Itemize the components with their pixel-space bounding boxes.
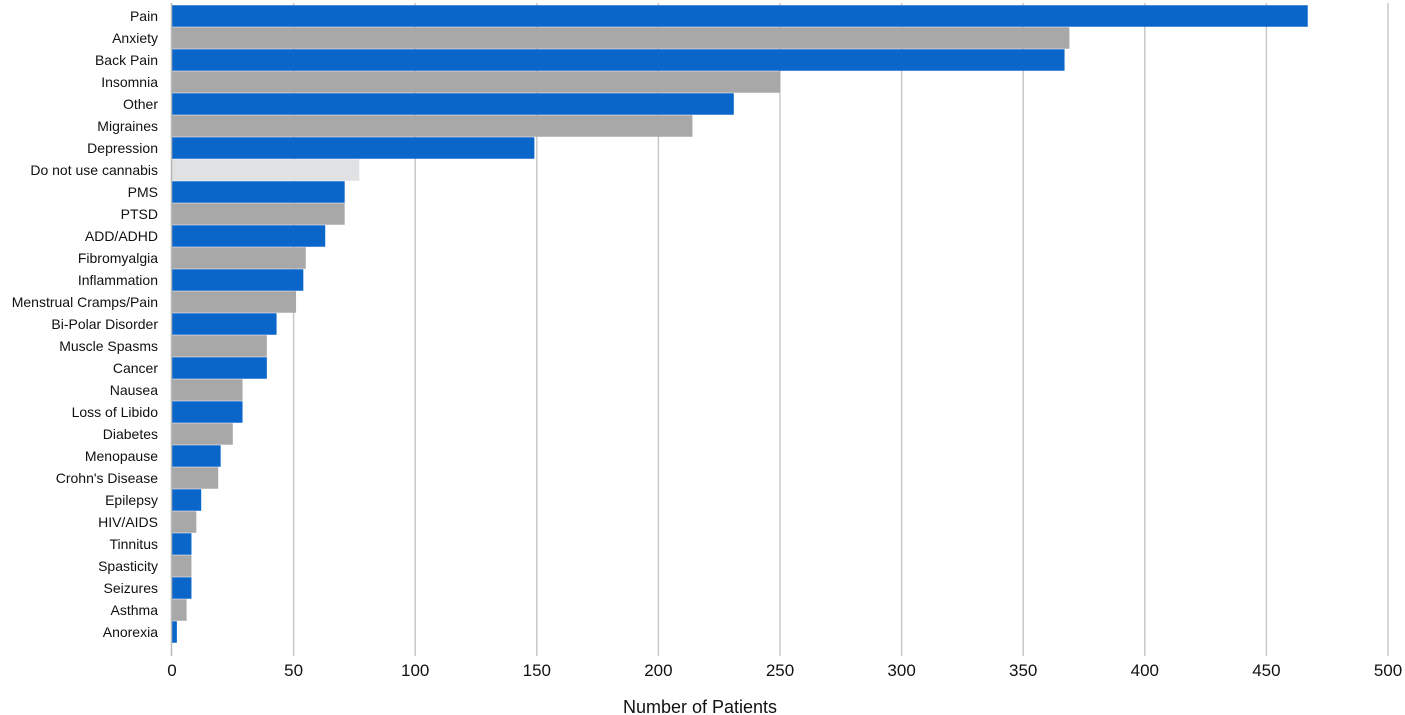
bar-ptsd [172,203,345,225]
bar-spasticity [172,555,192,577]
bar-diabetes [172,423,233,445]
category-labels: Pain Anxiety Back Pain Insomnia Other Migrain… [12,8,159,640]
category-label-add-adhd: ADD/ADHD [85,228,158,244]
bar-inflammation [172,269,304,291]
bar-migraines [172,115,693,137]
bar-add-adhd [172,225,326,247]
category-label-crohn-s-disease: Crohn's Disease [56,470,158,486]
bar-pain [172,5,1308,27]
bar-menopause [172,445,221,467]
bar-menstrual-cramps-pain [172,291,297,313]
bar-tinnitus [172,533,192,555]
category-label-fibromyalgia: Fibromyalgia [78,250,158,266]
category-label-bi-polar-disorder: Bi-Polar Disorder [51,316,158,332]
x-tick-label-400: 400 [1131,661,1159,680]
bar-anxiety [172,27,1070,49]
category-label-loss-of-libido: Loss of Libido [72,404,159,420]
category-label-epilepsy: Epilepsy [105,492,158,508]
category-label-tinnitus: Tinnitus [109,536,158,552]
category-label-anorexia: Anorexia [103,624,158,640]
bar-hiv-aids [172,511,197,533]
category-label-menopause: Menopause [85,448,158,464]
bar-epilepsy [172,489,202,511]
x-tick-label-350: 350 [1009,661,1037,680]
bar-other [172,93,734,115]
category-label-spasticity: Spasticity [98,558,158,574]
category-label-anxiety: Anxiety [112,30,158,46]
category-label-back-pain: Back Pain [95,52,158,68]
bar-muscle-spasms [172,335,267,357]
category-label-inflammation: Inflammation [78,272,158,288]
category-label-seizures: Seizures [104,580,158,596]
bar-anorexia [172,621,177,643]
bar-back-pain [172,49,1065,71]
x-tick-label-250: 250 [766,661,794,680]
category-label-other: Other [123,96,158,112]
category-label-nausea: Nausea [110,382,158,398]
category-label-menstrual-cramps-pain: Menstrual Cramps/Pain [12,294,158,310]
category-label-ptsd: PTSD [121,206,158,222]
x-tick-label-200: 200 [644,661,672,680]
bar-cancer [172,357,267,379]
bar-loss-of-libido [172,401,243,423]
category-label-hiv-aids: HIV/AIDS [98,514,158,530]
bar-depression [172,137,535,159]
bar-do-not-use-cannabis [172,159,360,181]
bars [172,5,1308,643]
x-tick-label-50: 50 [284,661,303,680]
x-tick-label-450: 450 [1252,661,1280,680]
category-label-diabetes: Diabetes [103,426,158,442]
bar-insomnia [172,71,780,93]
category-label-cancer: Cancer [113,360,158,376]
bar-pms [172,181,345,203]
category-label-depression: Depression [87,140,158,156]
category-label-muscle-spasms: Muscle Spasms [59,338,158,354]
category-label-pain: Pain [130,8,158,24]
bar-asthma [172,599,187,621]
category-label-do-not-use-cannabis: Do not use cannabis [30,162,158,178]
x-tick-label-500: 500 [1374,661,1402,680]
category-label-pms: PMS [128,184,158,200]
x-tick-label-100: 100 [401,661,429,680]
x-tick-label-150: 150 [523,661,551,680]
bar-bi-polar-disorder [172,313,277,335]
x-tick-label-300: 300 [887,661,915,680]
bar-fibromyalgia [172,247,306,269]
x-tick-labels: 0 50 100 150 200 250 300 350 400 450 500 [167,661,1402,680]
category-label-migraines: Migraines [97,118,158,134]
bar-nausea [172,379,243,401]
category-label-insomnia: Insomnia [101,74,158,90]
bar-crohn-s-disease [172,467,219,489]
bar-seizures [172,577,192,599]
x-axis-title: Number of Patients [623,697,777,715]
x-tick-label-0: 0 [167,661,176,680]
category-label-asthma: Asthma [111,602,159,618]
